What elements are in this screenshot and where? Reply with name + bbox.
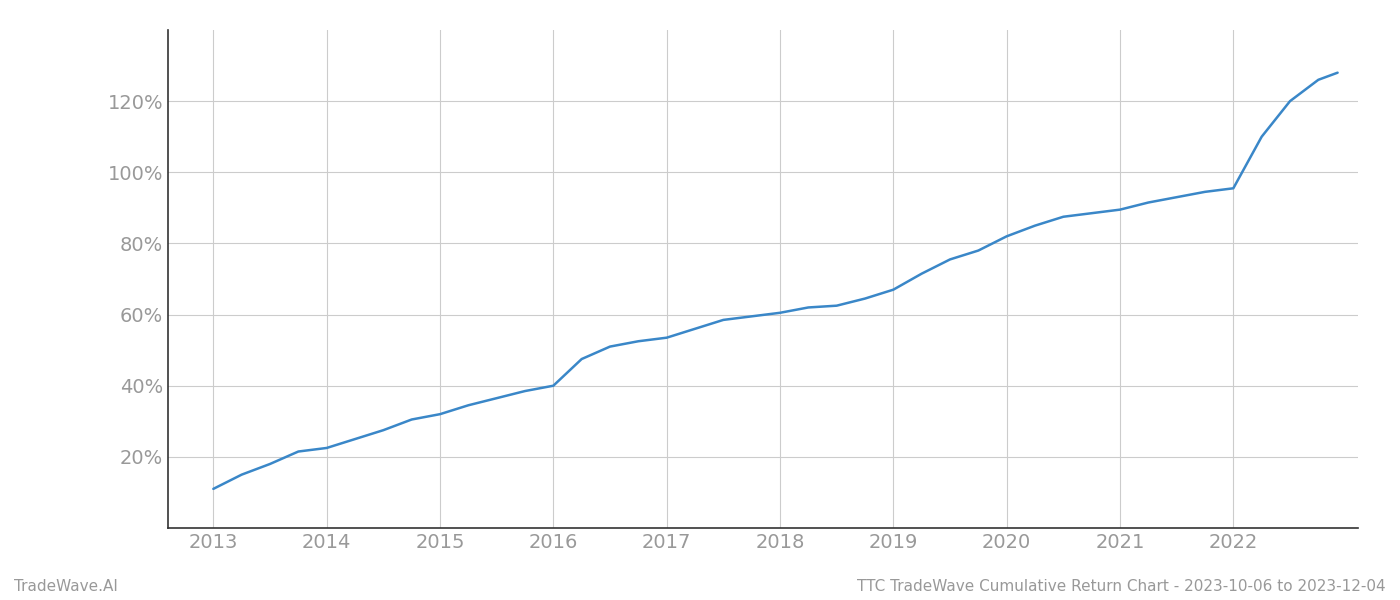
Text: TTC TradeWave Cumulative Return Chart - 2023-10-06 to 2023-12-04: TTC TradeWave Cumulative Return Chart - … — [857, 579, 1386, 594]
Text: TradeWave.AI: TradeWave.AI — [14, 579, 118, 594]
